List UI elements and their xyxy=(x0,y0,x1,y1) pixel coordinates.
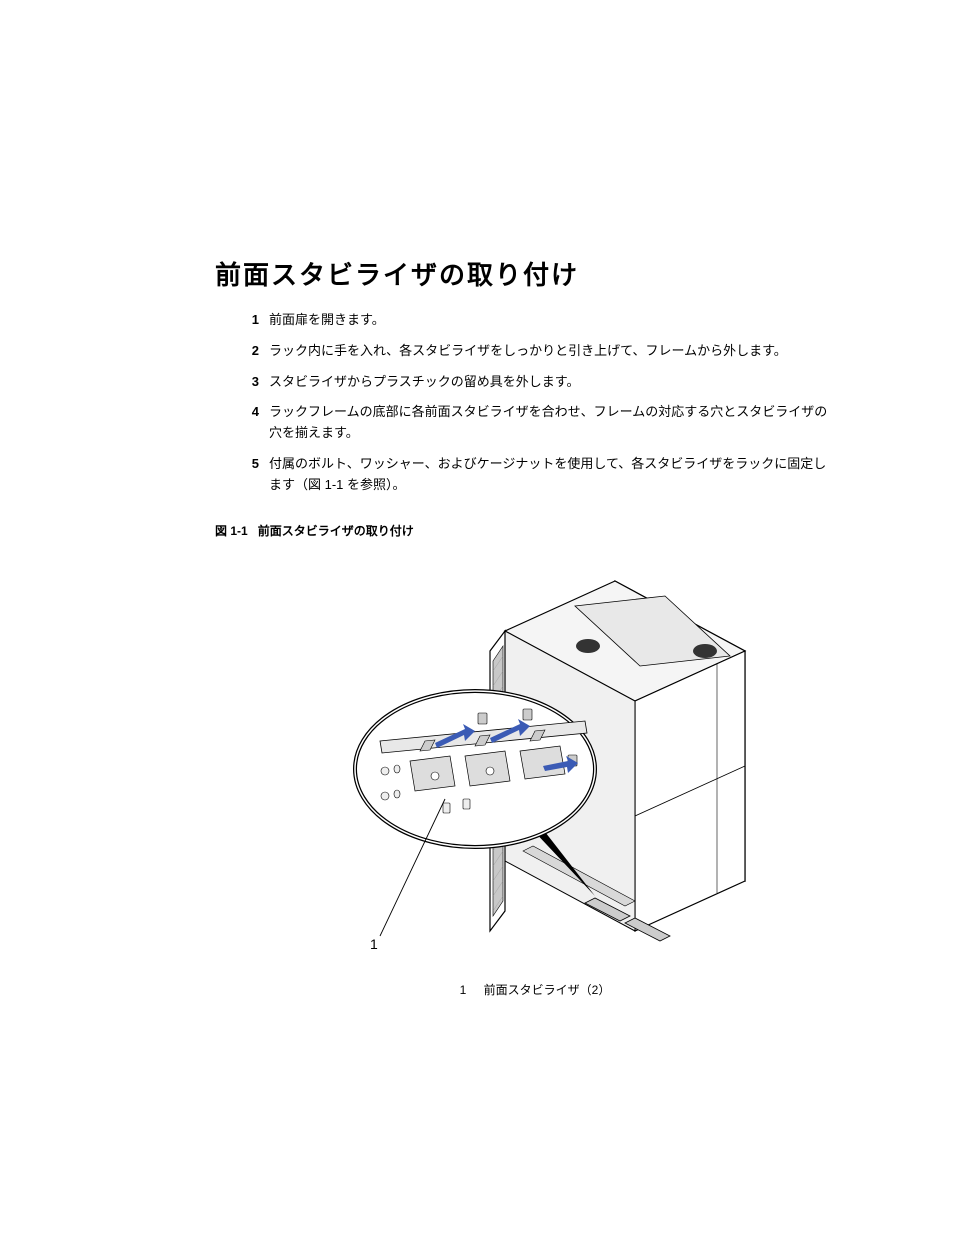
rack-diagram-svg: 1 xyxy=(285,551,785,971)
step-number: 5 xyxy=(237,454,259,496)
figure-title: 前面スタビライザの取り付け xyxy=(258,524,414,538)
step-item: 5 付属のボルト、ワッシャー、およびケージナットを使用して、各スタビライザをラッ… xyxy=(237,454,834,496)
figure-legend: 1 前面スタビライザ（2） xyxy=(285,981,785,998)
step-text: スタビライザからプラスチックの留め具を外します。 xyxy=(269,372,834,393)
legend-number: 1 xyxy=(460,983,467,997)
step-item: 1 前面扉を開きます。 xyxy=(237,310,834,331)
page-heading: 前面スタビライザの取り付け xyxy=(215,255,834,292)
step-list: 1 前面扉を開きます。 2 ラック内に手を入れ、各スタビライザをしっかりと引き上… xyxy=(215,310,834,496)
step-item: 2 ラック内に手を入れ、各スタビライザをしっかりと引き上げて、フレームから外しま… xyxy=(237,341,834,362)
step-number: 3 xyxy=(237,372,259,393)
step-item: 3 スタビライザからプラスチックの留め具を外します。 xyxy=(237,372,834,393)
legend-text: 前面スタビライザ（2） xyxy=(484,983,611,997)
step-number: 1 xyxy=(237,310,259,331)
step-number: 2 xyxy=(237,341,259,362)
figure-caption: 図 1-1 前面スタビライザの取り付け xyxy=(215,522,834,539)
step-text: ラック内に手を入れ、各スタビライザをしっかりと引き上げて、フレームから外します。 xyxy=(269,341,834,362)
step-text: 付属のボルト、ワッシャー、およびケージナットを使用して、各スタビライザをラックに… xyxy=(269,454,834,496)
step-text: ラックフレームの底部に各前面スタビライザを合わせ、フレームの対応する穴とスタビラ… xyxy=(269,402,834,444)
figure-label: 図 1-1 xyxy=(215,524,248,538)
callout-number: 1 xyxy=(370,936,378,952)
technical-figure: 1 xyxy=(285,551,785,971)
step-number: 4 xyxy=(237,402,259,444)
step-item: 4 ラックフレームの底部に各前面スタビライザを合わせ、フレームの対応する穴とスタ… xyxy=(237,402,834,444)
step-text: 前面扉を開きます。 xyxy=(269,310,834,331)
